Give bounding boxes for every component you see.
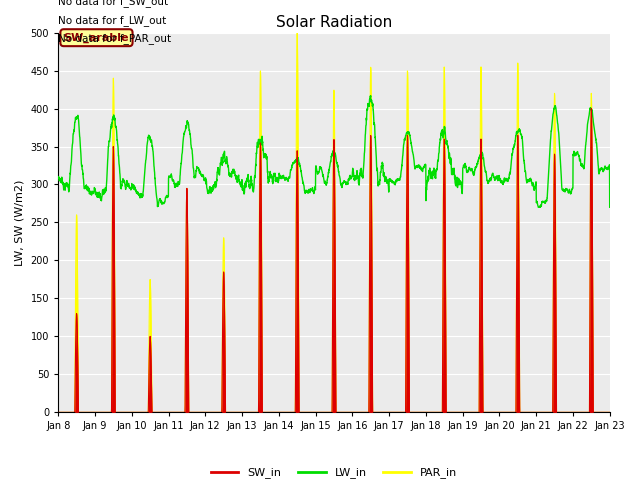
Text: SW_arable: SW_arable xyxy=(64,33,129,43)
Text: No data for f_PAR_out: No data for f_PAR_out xyxy=(58,33,172,44)
Text: No data for f_LW_out: No data for f_LW_out xyxy=(58,15,166,26)
Y-axis label: LW, SW (W/m2): LW, SW (W/m2) xyxy=(15,179,25,265)
Legend: SW_in, LW_in, PAR_in: SW_in, LW_in, PAR_in xyxy=(206,463,461,480)
Text: No data for f_SW_out: No data for f_SW_out xyxy=(58,0,168,8)
Title: Solar Radiation: Solar Radiation xyxy=(276,15,392,30)
